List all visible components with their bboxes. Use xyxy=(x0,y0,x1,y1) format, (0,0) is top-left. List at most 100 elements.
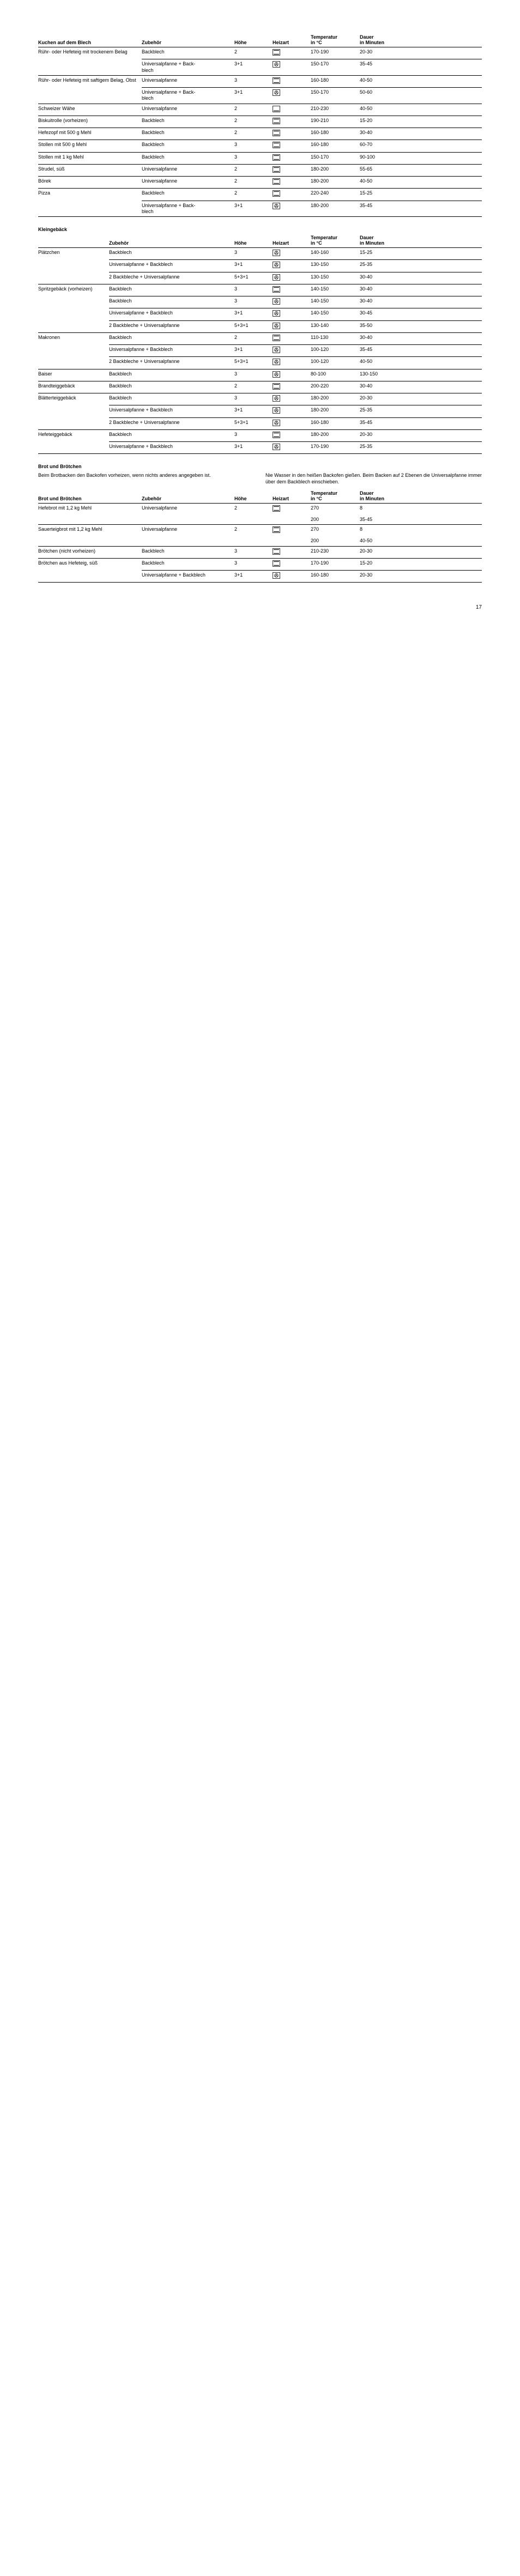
brot-intro: Beim Brotbacken den Backofen vorheizen, … xyxy=(38,472,482,485)
table-row: Stollen mit 500 g MehlBackblech3160-1806… xyxy=(38,140,482,152)
accessory-cell: Universalpfanne + Backblech xyxy=(109,442,234,454)
temperature-cell: 270 xyxy=(311,503,360,515)
item-cell: Sauerteigbrot mit 1,2 kg Mehl xyxy=(38,525,142,537)
item-cell: Biskuitrolle (vorheizen) xyxy=(38,116,142,128)
height-cell: 3 xyxy=(234,429,273,441)
heating-cell xyxy=(273,546,311,558)
temperature-cell: 80-100 xyxy=(311,369,360,381)
accessory-cell: Universalpfanne + Back-blech xyxy=(142,59,234,76)
duration-cell: 30-40 xyxy=(360,128,482,140)
temperature-cell: 130-150 xyxy=(311,272,360,284)
item-cell: Baiser xyxy=(38,369,109,381)
table-brot: Brot und BrötchenZubehörHöheHeizartTempe… xyxy=(38,489,482,583)
column-header: Höhe xyxy=(234,233,273,248)
height-cell: 3+1 xyxy=(234,88,273,104)
top_bottom-icon xyxy=(273,118,280,126)
heating-cell xyxy=(273,442,311,454)
top_bottom-icon xyxy=(273,178,280,186)
column-header: Kuchen auf dem Blech xyxy=(38,33,142,47)
accessory-cell: Universalpfanne + Backblech xyxy=(109,345,234,357)
temperature-cell: 200 xyxy=(311,536,360,546)
duration-cell: 55-65 xyxy=(360,164,482,176)
temperature-cell: 180-200 xyxy=(311,177,360,189)
fan-icon xyxy=(273,298,280,306)
section-title-brot: Brot und Brötchen xyxy=(38,464,482,469)
duration-cell: 30-45 xyxy=(360,308,482,320)
heating-cell xyxy=(273,345,311,357)
accessory-cell: Backblech xyxy=(109,284,234,296)
heating-cell xyxy=(273,47,311,59)
heating-cell xyxy=(273,164,311,176)
temperature-cell: 170-190 xyxy=(311,558,360,570)
heating-cell xyxy=(273,284,311,296)
height-cell: 2 xyxy=(234,177,273,189)
column-header: Zubehör xyxy=(142,489,234,504)
duration-cell: 25-35 xyxy=(360,442,482,454)
item-cell: Blätterteiggebäck xyxy=(38,393,109,430)
temperature-cell: 110-130 xyxy=(311,332,360,344)
fan-icon xyxy=(273,250,280,258)
table-row: BlätterteiggebäckBackblech3180-20020-30 xyxy=(38,393,482,405)
fan-icon xyxy=(273,407,280,415)
temperature-cell: 180-200 xyxy=(311,393,360,405)
item-cell: Börek xyxy=(38,177,142,189)
height-cell: 5+3+1 xyxy=(234,417,273,429)
item-cell: Plätzchen xyxy=(38,248,109,284)
temperature-cell: 100-120 xyxy=(311,357,360,369)
item-cell: Pizza xyxy=(38,189,142,217)
column-header: Höhe xyxy=(234,33,273,47)
accessory-cell: Universalpfanne + Backblech xyxy=(109,405,234,417)
fan-icon xyxy=(273,203,280,211)
column-header: Dauerin Minuten xyxy=(360,489,482,504)
duration-cell: 25-35 xyxy=(360,260,482,272)
temperature-cell: 200 xyxy=(311,515,360,525)
accessory-cell: Backblech xyxy=(109,332,234,344)
height-cell: 3+1 xyxy=(234,308,273,320)
duration-cell: 8 xyxy=(360,503,482,515)
table-row: Schweizer WäheUniversalpfanne2210-23040-… xyxy=(38,104,482,116)
duration-cell: 40-50 xyxy=(360,104,482,116)
fan-icon xyxy=(273,310,280,318)
heating-cell xyxy=(273,515,311,525)
heating-cell xyxy=(273,429,311,441)
fan-icon xyxy=(273,371,280,379)
duration-cell: 20-30 xyxy=(360,47,482,59)
duration-cell: 60-70 xyxy=(360,140,482,152)
top_bottom-icon xyxy=(273,154,280,162)
table-kleingebaeck: ZubehörHöheHeizartTemperaturin °CDauerin… xyxy=(38,233,482,454)
column-header: Dauerin Minuten xyxy=(360,233,482,248)
duration-cell: 50-60 xyxy=(360,88,482,104)
duration-cell: 35-45 xyxy=(360,59,482,76)
heating-cell xyxy=(273,201,311,217)
height-cell: 2 xyxy=(234,503,273,515)
item-cell: Strudel, süß xyxy=(38,164,142,176)
item-cell: Rühr- oder Hefeteig mit saftigem Belag, … xyxy=(38,75,142,104)
height-cell: 5+3+1 xyxy=(234,272,273,284)
table-row: 20040-50 xyxy=(38,536,482,546)
heating-cell xyxy=(273,503,311,515)
item-cell: Stollen mit 500 g Mehl xyxy=(38,140,142,152)
temperature-cell: 130-150 xyxy=(311,260,360,272)
accessory-cell: Universalpfanne + Back-blech xyxy=(142,88,234,104)
height-cell: 3 xyxy=(234,75,273,87)
heating-cell xyxy=(273,320,311,332)
top_bottom-icon xyxy=(273,505,280,513)
accessory-cell: Backblech xyxy=(109,296,234,308)
table-row: BaiserBackblech380-100130-150 xyxy=(38,369,482,381)
column-header: Brot und Brötchen xyxy=(38,489,142,504)
height-cell: 5+3+1 xyxy=(234,320,273,332)
brot-intro-right: Nie Wasser in den heißen Backofen gießen… xyxy=(265,472,482,485)
item-cell: Brötchen (nicht vorheizen) xyxy=(38,546,142,558)
duration-cell: 30-40 xyxy=(360,296,482,308)
duration-cell: 30-40 xyxy=(360,381,482,393)
item-cell: Hefeteiggebäck xyxy=(38,429,109,454)
height-cell: 3+1 xyxy=(234,59,273,76)
heating-cell xyxy=(273,369,311,381)
fan-icon xyxy=(273,359,280,367)
accessory-cell: Backblech xyxy=(109,248,234,260)
height-cell: 3 xyxy=(234,152,273,164)
height-cell: 2 xyxy=(234,332,273,344)
height-cell: 3+1 xyxy=(234,201,273,217)
column-header: Temperaturin °C xyxy=(311,233,360,248)
height-cell: 3 xyxy=(234,369,273,381)
